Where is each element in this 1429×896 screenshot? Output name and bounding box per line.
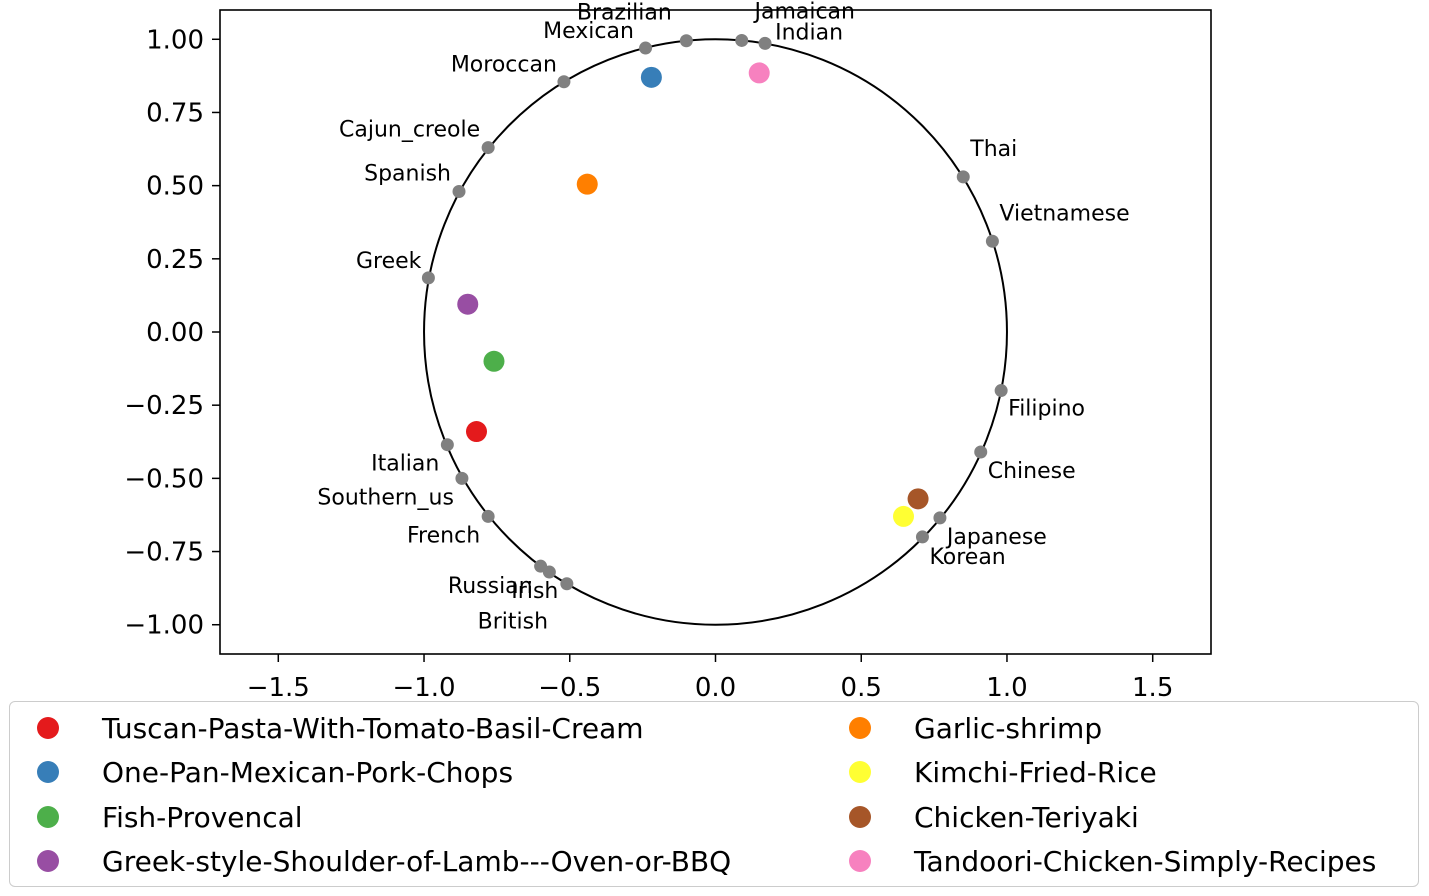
cuisine-point: [452, 184, 466, 198]
cuisine-label: Filipino: [1008, 397, 1085, 422]
legend-label: One-Pan-Mexican-Pork-Chops: [102, 755, 514, 789]
cuisine-label: Moroccan: [451, 53, 557, 78]
legend-label: Tandoori-Chicken-Simply-Recipes: [914, 844, 1377, 878]
cuisine-point: [560, 577, 574, 591]
cuisine-label: Russian: [448, 574, 533, 599]
legend-label: Garlic-shrimp: [914, 711, 1103, 745]
cuisine-label: Greek: [356, 249, 422, 274]
cuisine-point: [985, 234, 999, 248]
legend-item: Tuscan-Pasta-With-Tomato-Basil-Cream: [37, 708, 644, 748]
legend-marker: [37, 717, 59, 739]
y-tick-label: −0.75: [124, 538, 204, 568]
y-tick-label: 0.25: [146, 245, 204, 275]
recipe-point: [483, 350, 505, 372]
x-tick-label: 0.0: [695, 673, 736, 700]
cuisine-point: [481, 509, 495, 523]
legend-label: Tuscan-Pasta-With-Tomato-Basil-Cream: [102, 711, 644, 745]
cuisine-label: Mexican: [543, 19, 634, 44]
x-tick-label: −1.5: [247, 673, 310, 700]
cuisine-label: Vietnamese: [999, 201, 1129, 226]
y-tick-label: 0.00: [146, 318, 204, 348]
legend-marker: [849, 761, 871, 783]
cuisine-point: [974, 445, 988, 459]
cuisine-label: Jamaican: [752, 0, 855, 24]
x-tick-label: −0.5: [538, 673, 601, 700]
legend-item: Tandoori-Chicken-Simply-Recipes: [849, 841, 1376, 881]
cuisine-label: Japanese: [945, 525, 1047, 550]
legend-item: Kimchi-Fried-Rice: [849, 752, 1157, 792]
cuisine-point: [639, 41, 653, 55]
unit-circle: [423, 38, 1008, 626]
cuisine-point: [440, 438, 454, 452]
legend-marker: [37, 806, 59, 828]
legend-label: Chicken-Teriyaki: [914, 800, 1139, 834]
legend: Tuscan-Pasta-With-Tomato-Basil-Cream One…: [9, 701, 1419, 887]
legend-item: Greek-style-Shoulder-of-Lamb---Oven-or-B…: [37, 841, 731, 881]
legend-item: Garlic-shrimp: [849, 708, 1102, 748]
cuisine-point: [956, 170, 970, 184]
plot-area: −1.5 −1.0 −0.5 0.0 0.5 1.0 1.5 1.00 0.75 0.50 0.25…: [124, 0, 1212, 700]
y-tick-label: −0.25: [124, 391, 204, 421]
legend-item: One-Pan-Mexican-Pork-Chops: [37, 752, 513, 792]
cuisine-point: [915, 530, 929, 544]
recipe-point: [576, 173, 598, 195]
scatter-chart: −1.5 −1.0 −0.5 0.0 0.5 1.0 1.5 1.00 0.75 0.50 0.25…: [124, 0, 1212, 700]
cuisine-point: [994, 384, 1008, 398]
legend-marker: [37, 850, 59, 872]
cuisine-point: [735, 33, 749, 47]
cuisine-label: Chinese: [988, 459, 1076, 484]
legend-marker: [37, 761, 59, 783]
legend-label: Kimchi-Fried-Rice: [914, 755, 1157, 789]
recipe-point: [907, 488, 929, 510]
cuisine-point: [557, 75, 571, 89]
cuisine-point: [481, 141, 495, 155]
cuisine-point: [455, 471, 469, 485]
cuisine-label: Cajun_creole: [339, 118, 480, 143]
y-tick-label: −1.00: [124, 611, 204, 641]
recipe-point: [892, 505, 914, 527]
recipe-point: [465, 421, 487, 443]
cuisine-label: Spanish: [364, 161, 451, 186]
cuisine-point: [758, 36, 772, 50]
cuisine-label: British: [478, 610, 548, 635]
legend-marker: [849, 850, 871, 872]
x-tick-label: 1.0: [986, 673, 1027, 700]
legend-marker: [849, 806, 871, 828]
x-tick-label: 0.5: [841, 673, 882, 700]
cuisine-point: [542, 565, 556, 579]
cuisine-point: [421, 271, 435, 285]
legend-item: Fish-Provencal: [37, 797, 303, 837]
axes-frame: [219, 9, 1212, 655]
cuisine-label: Korean: [929, 545, 1005, 570]
x-tick-label: 1.5: [1132, 673, 1173, 700]
recipe-point: [457, 293, 479, 315]
cuisine-label: Thai: [969, 137, 1017, 162]
y-tick-label: 0.75: [146, 98, 204, 128]
y-tick-label: −0.50: [124, 464, 204, 494]
legend-marker: [849, 717, 871, 739]
cuisine-label: Southern_us: [317, 485, 453, 510]
recipe-point: [748, 62, 770, 84]
legend-item: Chicken-Teriyaki: [849, 797, 1139, 837]
cuisine-label: French: [407, 523, 480, 548]
cuisine-label: Italian: [371, 452, 439, 477]
cuisine-label: Irish: [511, 579, 558, 604]
legend-label: Greek-style-Shoulder-of-Lamb---Oven-or-B…: [102, 844, 732, 878]
cuisine-point: [679, 34, 693, 48]
y-tick-label: 0.50: [146, 172, 204, 202]
y-tick-label: 1.00: [146, 25, 204, 55]
x-tick-label: −1.0: [392, 673, 455, 700]
recipe-point: [640, 66, 662, 88]
legend-label: Fish-Provencal: [102, 800, 303, 834]
cuisine-point: [933, 511, 947, 525]
cuisine-label: Indian: [775, 20, 843, 45]
cuisine-label: Brazilian: [577, 1, 672, 26]
